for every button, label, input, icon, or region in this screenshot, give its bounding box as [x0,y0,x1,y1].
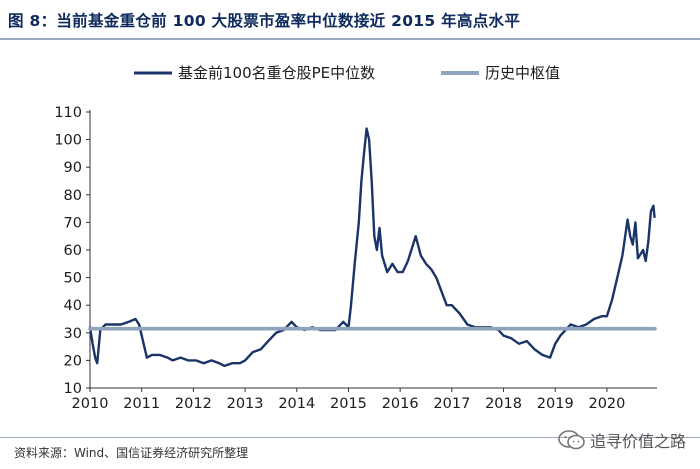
chart: 基金前100名重仓股PE中位数 历史中枢值 10 20 30 40 50 60 70 80 90 1… [0,40,700,435]
figure-title: 图 8：当前基金重仓前 100 大股票市盈率中位数接近 2015 年高点水平 [8,9,520,31]
wechat-icon [558,429,586,451]
x-tick-label: 2015 [330,396,367,412]
y-tick-label: 110 [54,105,82,121]
x-tick-label: 2019 [537,396,574,412]
x-tick-label: 2010 [72,396,109,412]
legend-label-2: 历史中枢值 [485,64,560,82]
y-tick-label: 70 [64,215,82,231]
y-tick-label: 80 [64,188,82,204]
legend: 基金前100名重仓股PE中位数 历史中枢值 [134,64,560,82]
x-tick-label: 2016 [382,396,419,412]
legend-label-1: 基金前100名重仓股PE中位数 [178,64,375,82]
x-tick-label: 2011 [123,396,160,412]
x-tick-label: 2014 [278,396,315,412]
x-tick-label: 2012 [175,396,212,412]
watermark: 追寻价值之路 [558,425,686,455]
y-tick-label: 30 [64,326,82,342]
x-tick-label: 2018 [485,396,522,412]
y-tick-label: 60 [64,243,82,259]
figure-header: 图 8：当前基金重仓前 100 大股票市盈率中位数接近 2015 年高点水平 [0,0,700,43]
series-layer [90,129,655,366]
y-tick-label: 90 [64,160,82,176]
x-tick-label: 2017 [433,396,470,412]
watermark-text: 追寻价值之路 [590,428,686,452]
y-tick-label: 40 [64,298,82,314]
x-tick-label: 2020 [588,396,625,412]
y-tick-label: 10 [64,381,82,397]
source-note: 资料来源：Wind、国信证券经济研究所整理 [14,444,248,461]
x-tick-label: 2013 [227,396,264,412]
y-tick-label: 20 [64,353,82,369]
y-tick-label: 100 [54,133,82,149]
y-tick-label: 50 [64,271,82,287]
